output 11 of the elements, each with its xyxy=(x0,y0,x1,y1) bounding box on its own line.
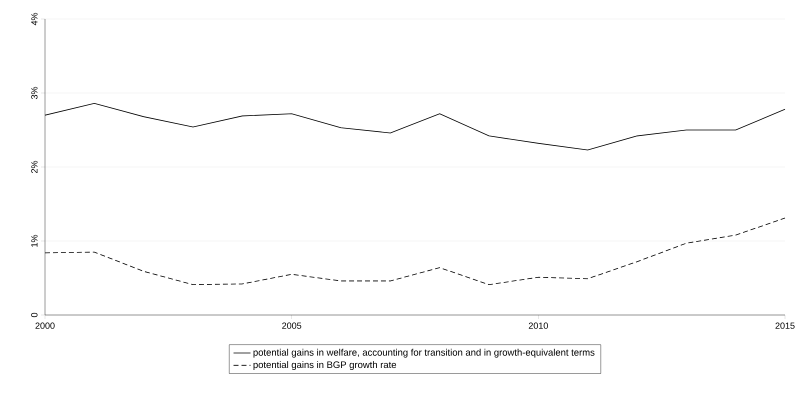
y-tick-label: 2% xyxy=(31,160,38,174)
y-tick-label: 3% xyxy=(31,86,38,100)
legend-label: potential gains in welfare, accounting for transition and in growth-equivalent terms xyxy=(254,348,594,358)
y-tick-label: 4% xyxy=(31,12,38,26)
legend-label: potential gains in BGP growth rate xyxy=(254,361,396,370)
x-tick-label: 2005 xyxy=(282,322,302,329)
x-tick-label: 2015 xyxy=(775,322,795,329)
x-tick-label: 2000 xyxy=(35,322,55,329)
y-tick-label: 1% xyxy=(31,234,38,247)
y-tick-label: 0 xyxy=(31,312,38,318)
x-tick-label: 2010 xyxy=(528,322,548,329)
